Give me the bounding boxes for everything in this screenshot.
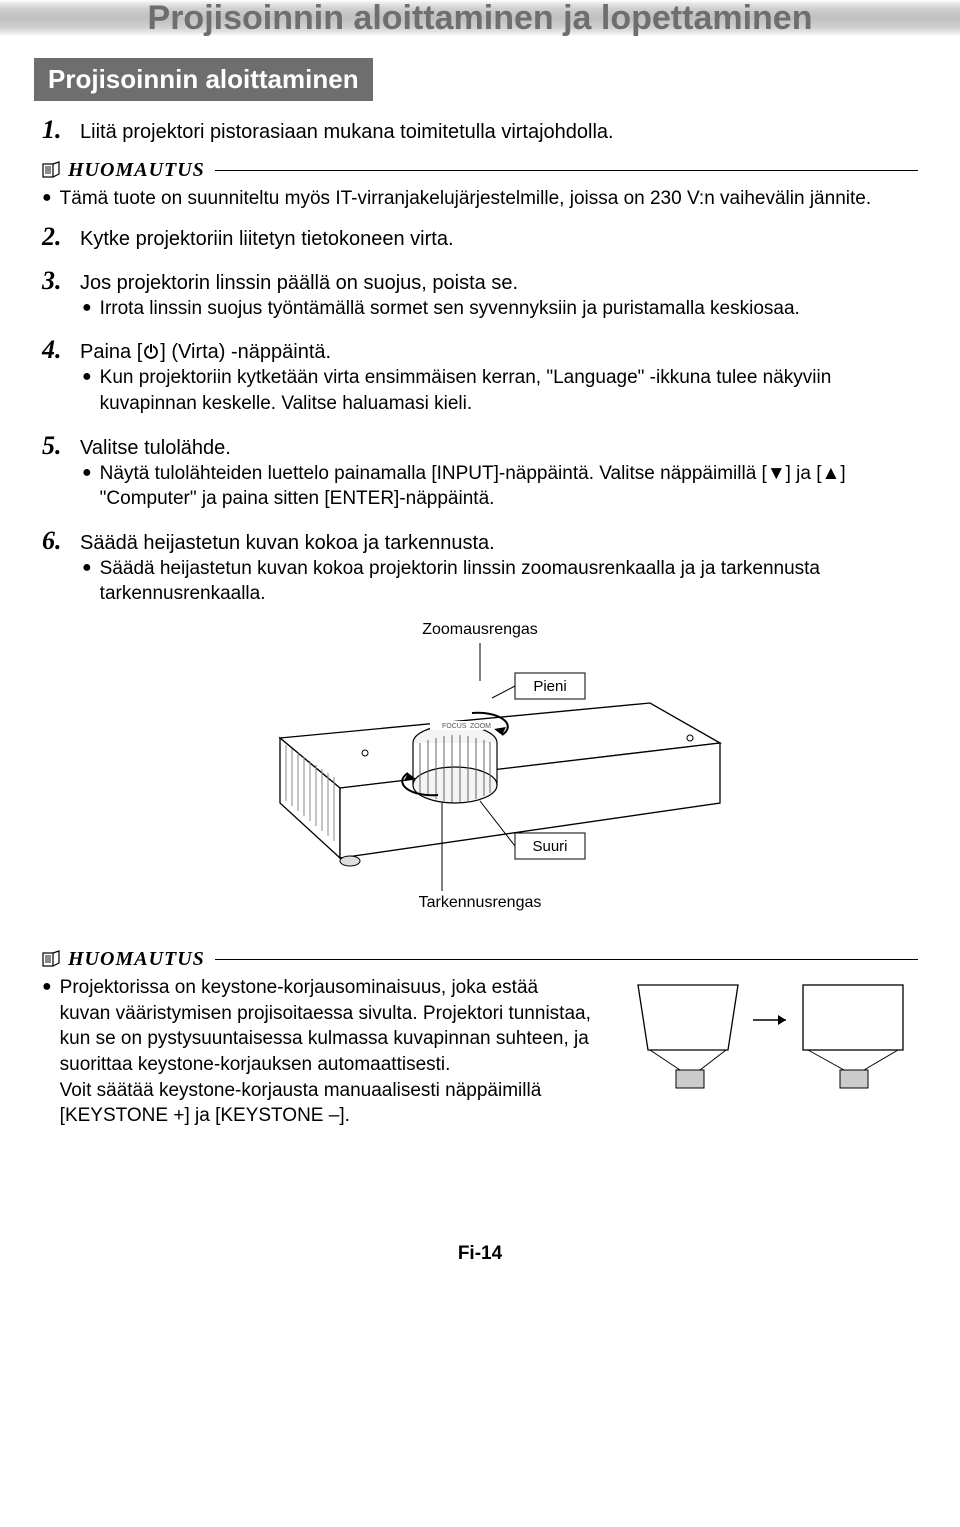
step4-bullets: ● Kun projektoriin kytketään virta ensim… xyxy=(82,365,918,416)
step-number: 4. xyxy=(42,335,70,365)
bullet-dot: ● xyxy=(82,556,92,607)
section-header: Projisoinnin aloittaminen xyxy=(34,58,373,101)
bullet-text: Säädä heijastetun kuvan kokoa projektori… xyxy=(100,556,918,607)
bullet-dot: ● xyxy=(42,975,52,1129)
content-area: 1. Liitä projektori pistorasiaan mukana … xyxy=(0,115,960,928)
note-rule xyxy=(215,170,918,171)
page-title-bar: Projisoinnin aloittaminen ja lopettamine… xyxy=(0,0,960,36)
bullet-dot: ● xyxy=(82,296,92,322)
power-icon xyxy=(142,342,160,360)
step4-pre: Paina [ xyxy=(80,341,142,363)
step-5: 5. Valitse tulolähde. ● Näytä tulolähtei… xyxy=(42,431,918,512)
note2-block: HUOMAUTUS ● Projektorissa on keystone-ko… xyxy=(0,948,960,1133)
bullet-text: Tämä tuote on suunniteltu myös IT-virran… xyxy=(60,186,871,212)
keystone-diagram xyxy=(618,975,918,1120)
focus-ring-label: Tarkennusrengas xyxy=(419,894,542,911)
zoom-ring-label: Zoomausrengas xyxy=(42,621,918,639)
step-4: 4. Paina [ ] (Virta) -näppäintä. ● Kun pr… xyxy=(42,335,918,416)
page-title: Projisoinnin aloittaminen ja lopettamine… xyxy=(148,0,813,38)
step-3: 3. Jos projektorin linssin päällä on suo… xyxy=(42,266,918,322)
note-label-row: HUOMAUTUS xyxy=(42,948,918,971)
step-text: Jos projektorin linssin päällä on suojus… xyxy=(80,270,518,296)
note-word: HUOMAUTUS xyxy=(68,159,205,182)
step-number: 3. xyxy=(42,266,70,296)
large-label: Suuri xyxy=(532,838,567,855)
note-label-row: HUOMAUTUS xyxy=(42,159,918,182)
step3-bullets: ● Irrota linssin suojus työntämällä sorm… xyxy=(82,296,918,322)
step-text: Liitä projektori pistorasiaan mukana toi… xyxy=(80,119,614,145)
note1-bullets: ● Tämä tuote on suunniteltu myös IT-virr… xyxy=(42,186,918,212)
step-number: 6. xyxy=(42,526,70,556)
bullet-text: Näytä tulolähteiden luettelo painamalla … xyxy=(100,461,918,512)
bullet-text: Kun projektoriin kytketään virta ensimmä… xyxy=(100,365,918,416)
step-text: Säädä heijastetun kuvan kokoa ja tarkenn… xyxy=(80,530,495,556)
projector-diagram: Zoomausrengas Pieni xyxy=(42,621,918,928)
note2-text: Projektorissa on keystone-korjausominais… xyxy=(60,975,594,1129)
bullet-dot: ● xyxy=(42,186,52,212)
step-number: 1. xyxy=(42,115,70,145)
bullet-dot: ● xyxy=(82,461,92,512)
bullet-dot: ● xyxy=(82,365,92,416)
step5-bullets: ● Näytä tulolähteiden luettelo painamall… xyxy=(82,461,918,512)
svg-text:FOCUS: FOCUS xyxy=(442,723,467,730)
page-footer: Fi-14 xyxy=(0,1243,960,1265)
bullet-text: Irrota linssin suojus työntämällä sormet… xyxy=(100,296,800,322)
small-label: Pieni xyxy=(533,678,566,695)
note-word: HUOMAUTUS xyxy=(68,948,205,971)
note-icon xyxy=(42,950,62,970)
svg-text:ZOOM: ZOOM xyxy=(470,723,491,730)
note-icon xyxy=(42,161,62,181)
step-number: 2. xyxy=(42,222,70,252)
step4-post: ] (Virta) -näppäintä. xyxy=(160,341,331,363)
step-text: Valitse tulolähde. xyxy=(80,435,231,461)
step-2: 2. Kytke projektoriin liitetyn tietokone… xyxy=(42,222,918,252)
step-text: Kytke projektoriin liitetyn tietokoneen … xyxy=(80,226,454,252)
step-text: Paina [ ] (Virta) -näppäintä. xyxy=(80,339,331,365)
projector-svg: Pieni xyxy=(220,643,740,923)
step-number: 5. xyxy=(42,431,70,461)
step-6: 6. Säädä heijastetun kuvan kokoa ja tark… xyxy=(42,526,918,607)
note-rule xyxy=(215,959,918,960)
step-1: 1. Liitä projektori pistorasiaan mukana … xyxy=(42,115,918,145)
step6-bullets: ● Säädä heijastetun kuvan kokoa projekto… xyxy=(82,556,918,607)
